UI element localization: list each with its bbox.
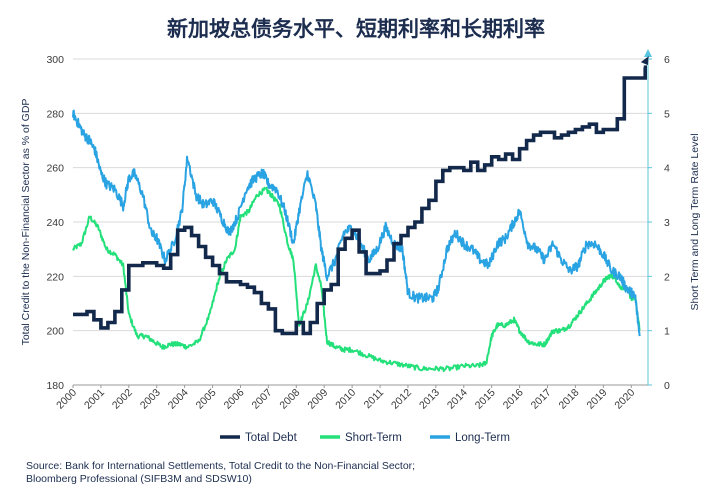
- chart-title: 新加坡总债务水平、短期利率和长期利率: [167, 17, 545, 41]
- series-line-long-term: [72, 109, 641, 337]
- x-tick-label: 2005: [194, 387, 219, 412]
- x-tick-label: 2011: [362, 387, 387, 412]
- x-tick-label: 2017: [529, 387, 554, 412]
- x-tick-label: 2003: [138, 387, 163, 412]
- y-left-tick-label: 300: [46, 54, 64, 66]
- y-right-tick-label: 6: [664, 54, 670, 66]
- debt-arrow-icon: [640, 56, 649, 66]
- y-right-tick-label: 3: [664, 217, 670, 229]
- x-tick-label: 2007: [250, 387, 275, 412]
- x-tick-label: 2012: [389, 387, 414, 412]
- source-line-2: Bloomberg Professional (SIFB3M and SDSW1…: [26, 473, 252, 485]
- series-layer: [72, 56, 649, 373]
- x-axis-ticks: 2000 2001 2002 2003 2004 2005 2006 2007 2008 2009…: [54, 385, 637, 412]
- series-line-short-term: [72, 186, 641, 373]
- y-left-tick-label: 240: [46, 217, 64, 229]
- x-tick-label: 2006: [222, 387, 247, 412]
- left-axis-ticks: 180 200 220 240 260 280 300: [46, 54, 64, 392]
- y-right-tick-label: 0: [664, 380, 670, 392]
- legend: Total Debt Short-Term Long-Term: [220, 432, 510, 444]
- y-axis-label-left: Total Credit to the Non-Financial Sector…: [20, 99, 32, 346]
- legend-label: Short-Term: [345, 432, 402, 444]
- right-axis-arrow-icon: [644, 49, 652, 57]
- y-axis-label-right: Short Term and Long Term Rate Level: [689, 133, 701, 310]
- x-tick-label: 2019: [584, 387, 609, 412]
- y-right-tick-label: 5: [664, 108, 670, 120]
- series-line-total-debt: [73, 65, 647, 336]
- legend-item: Long-Term: [430, 432, 510, 444]
- x-tick-label: 2001: [82, 387, 107, 412]
- legend-label: Total Debt: [245, 432, 298, 444]
- legend-item: Short-Term: [320, 432, 402, 444]
- x-tick-label: 2008: [277, 387, 302, 412]
- y-left-tick-label: 260: [46, 163, 64, 175]
- x-tick-label: 2016: [501, 387, 526, 412]
- legend-item: Total Debt: [220, 432, 298, 444]
- x-tick-label: 2014: [445, 387, 470, 412]
- x-tick-label: 2010: [333, 387, 358, 412]
- source-note: Source: Bank for International Settlemen…: [26, 460, 706, 486]
- y-right-tick-label: 1: [664, 326, 670, 338]
- y-left-tick-label: 180: [46, 380, 64, 392]
- axes: [73, 49, 652, 386]
- x-tick-label: 2013: [417, 387, 442, 412]
- y-left-tick-label: 220: [46, 271, 64, 283]
- x-tick-label: 2015: [473, 387, 498, 412]
- y-left-tick-label: 200: [46, 326, 64, 338]
- y-right-tick-label: 4: [664, 163, 670, 175]
- x-tick-label: 2002: [110, 387, 135, 412]
- gridlines: [73, 58, 648, 386]
- legend-label: Long-Term: [455, 432, 510, 444]
- y-left-tick-label: 280: [46, 108, 64, 120]
- x-tick-label: 2020: [612, 387, 637, 412]
- source-line-1: Source: Bank for International Settlemen…: [26, 460, 416, 472]
- right-axis-ticks: 0 1 2 3 4 5 6: [648, 54, 670, 392]
- chart: 新加坡总债务水平、短期利率和长期利率 180200220240260280300…: [20, 17, 701, 444]
- x-tick-label: 2004: [166, 387, 191, 412]
- x-tick-label: 2009: [305, 387, 330, 412]
- x-tick-label: 2018: [557, 387, 582, 412]
- y-right-tick-label: 2: [664, 271, 670, 283]
